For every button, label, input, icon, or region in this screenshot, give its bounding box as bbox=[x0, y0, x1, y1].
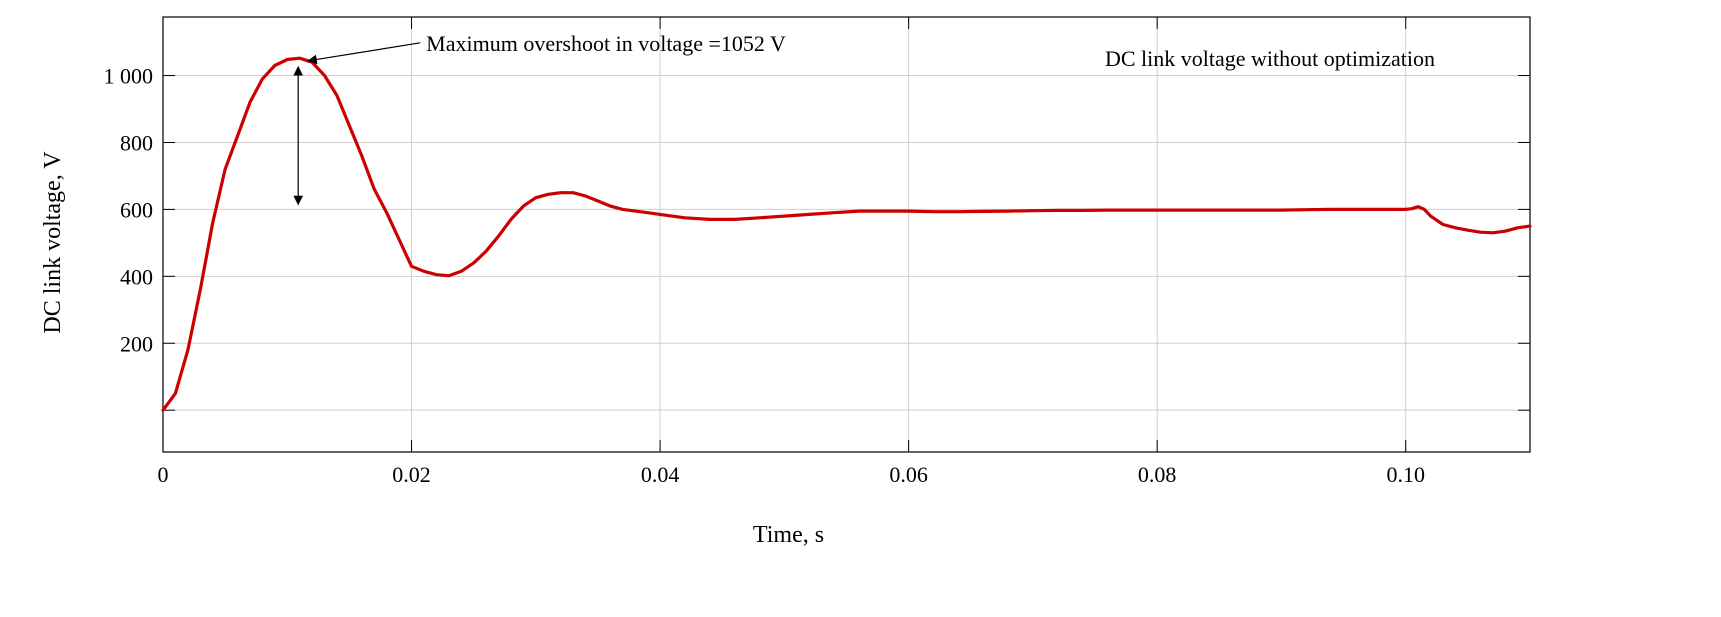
legend-label: DC link voltage without optimization bbox=[1105, 46, 1435, 71]
annotation-arrows bbox=[293, 42, 421, 206]
y-tick-label: 1 000 bbox=[104, 64, 154, 89]
y-tick-label: 800 bbox=[120, 130, 153, 155]
y-tick-label: 400 bbox=[120, 264, 153, 289]
y-tick-label: 600 bbox=[120, 197, 153, 222]
x-tick-label: 0.06 bbox=[889, 462, 928, 487]
tick-marks bbox=[162, 17, 1530, 452]
y-tick-label: 200 bbox=[120, 331, 153, 356]
x-tick-labels: 0 0.02 0.04 0.06 0.08 0.10 bbox=[158, 462, 1425, 487]
x-tick-label: 0 bbox=[158, 462, 169, 487]
x-tick-label: 0.02 bbox=[392, 462, 431, 487]
grid bbox=[163, 17, 1530, 452]
plot-frame bbox=[162, 16, 1531, 453]
y-tick-labels: 200 400 600 800 1 000 bbox=[104, 64, 154, 357]
x-axis-title: Time, s bbox=[753, 522, 824, 548]
y-axis-title: DC link voltage, V bbox=[40, 151, 66, 334]
annotation-text: Maximum overshoot in voltage =1052 V bbox=[426, 31, 786, 56]
x-tick-label: 0.08 bbox=[1138, 462, 1177, 487]
x-tick-label: 0.10 bbox=[1386, 462, 1425, 487]
series-line-dc-link-voltage bbox=[161, 56, 1532, 412]
x-tick-label: 0.04 bbox=[641, 462, 680, 487]
annotation-pointer-arrow bbox=[307, 42, 421, 65]
